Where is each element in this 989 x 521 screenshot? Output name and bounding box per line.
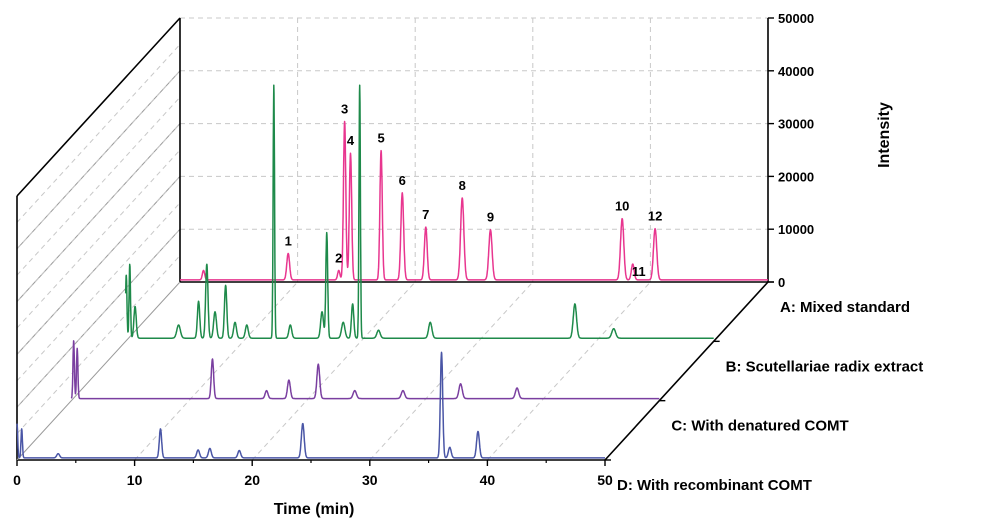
- axis-frame: [16, 17, 769, 461]
- grid-line-time-floor: [134, 281, 298, 461]
- z-tick-label: 20000: [778, 169, 814, 184]
- grid-lines: [16, 17, 769, 461]
- peak-label: 10: [615, 199, 629, 214]
- grid-line-side-dashed: [16, 149, 181, 329]
- grid-line-side-dashed: [16, 202, 181, 382]
- x-tick-label: 0: [13, 472, 21, 488]
- z-tick-label: 10000: [778, 222, 814, 237]
- peak-label: 7: [422, 207, 429, 222]
- grid-line-side-dashed: [16, 255, 181, 434]
- grid-line-side-dashed: [16, 44, 181, 223]
- z-tick-label: 40000: [778, 64, 814, 79]
- grid-line-side-dashed: [16, 123, 181, 302]
- grid-line-time-floor: [369, 281, 534, 461]
- x-tick-label: 30: [362, 472, 378, 488]
- series-labels: A: Mixed standard B: Scutellariae radix e…: [605, 281, 924, 494]
- peak-label: 12: [648, 209, 662, 224]
- x-tick-label: 20: [244, 472, 260, 488]
- intensity-axis-label: Intensity: [876, 102, 893, 168]
- grid-line-time-floor: [251, 281, 416, 461]
- x-tick-label: 40: [480, 472, 496, 488]
- series-trace: [16, 351, 606, 459]
- depth-axis-line: [604, 281, 769, 461]
- series-name: B: Scutellariae radix extract: [726, 358, 924, 375]
- series-trace: [124, 84, 715, 339]
- x-tick-label: 10: [127, 472, 143, 488]
- peak-label: 6: [399, 173, 406, 188]
- peak-label: 9: [487, 210, 494, 225]
- peak-label: 11: [632, 264, 646, 279]
- series-name: C: With denatured COMT: [671, 418, 848, 435]
- series-trace: [179, 120, 769, 281]
- z-tick-labels: 0 10000 20000 30000 40000 50000: [768, 11, 814, 290]
- z-tick-label: 0: [778, 275, 785, 290]
- x-tick-label: 50: [597, 472, 613, 488]
- series-name: D: With recombinant COMT: [617, 477, 812, 494]
- peak-label: 8: [459, 178, 466, 193]
- grid-line-side-dashed: [16, 228, 181, 408]
- peak-label: 1: [285, 233, 292, 248]
- grid-line-time-floor: [487, 281, 651, 461]
- x-tick-labels: 0 10 20 30 40 50: [13, 460, 613, 488]
- floor-left-edge: [16, 281, 181, 461]
- peak-label: 3: [341, 101, 348, 116]
- x-axis-label: Time (min): [274, 501, 355, 518]
- series-name: A: Mixed standard: [780, 299, 910, 316]
- grid-line-side-dashed: [16, 70, 181, 250]
- grid-line-side-dashed: [16, 176, 181, 355]
- wall-top-edge: [16, 17, 181, 197]
- peak-label: 2: [335, 250, 342, 265]
- z-tick-label: 30000: [778, 117, 814, 132]
- grid-line-side-dashed: [16, 96, 181, 276]
- series-trace: [70, 340, 660, 400]
- peak-label: 5: [377, 131, 384, 146]
- peak-label: 4: [347, 133, 355, 148]
- series-traces: [16, 84, 769, 459]
- z-tick-label: 50000: [778, 11, 814, 26]
